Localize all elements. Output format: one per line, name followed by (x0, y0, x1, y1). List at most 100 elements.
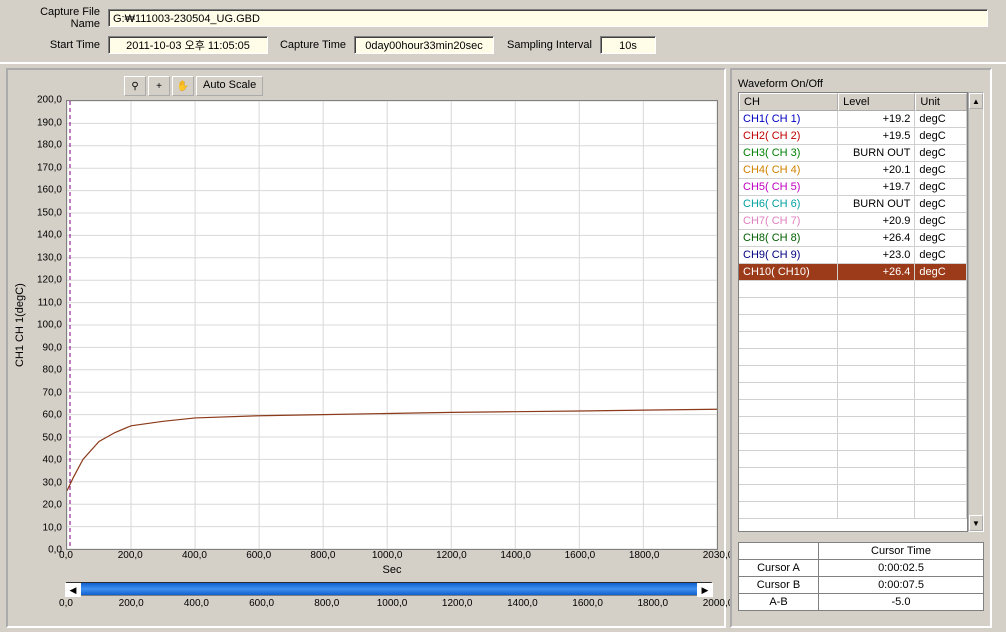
waveform-row[interactable]: CH3( CH 3)BURN OUTdegC (739, 145, 967, 162)
chart-toolbar: ⚲ + ✋ Auto Scale (124, 76, 718, 96)
plot-area[interactable] (66, 100, 718, 550)
x-tick: 600,0 (246, 550, 271, 561)
waveform-row-empty (739, 332, 967, 349)
y-axis-label: CH1 CH 1(degC) (14, 100, 30, 550)
waveform-row[interactable]: CH2( CH 2)+19.5degC (739, 128, 967, 145)
channel-level: +26.4 (838, 230, 915, 246)
waveform-row[interactable]: CH1( CH 1)+19.2degC (739, 111, 967, 128)
x-axis-label: Sec (66, 564, 718, 576)
capture-file-field[interactable]: G:₩111003-230504_UG.GBD (108, 9, 988, 27)
side-panel: Waveform On/Off CH Level Unit CH1( CH 1)… (730, 68, 992, 628)
channel-level: BURN OUT (838, 196, 915, 212)
channel-level: BURN OUT (838, 145, 915, 161)
waveform-table-wrap: CH Level Unit CH1( CH 1)+19.2degCCH2( CH… (738, 92, 984, 532)
col-level[interactable]: Level (838, 93, 915, 111)
channel-unit: degC (915, 264, 967, 280)
pan-icon: ✋ (177, 81, 189, 92)
x-tick: 400,0 (182, 550, 207, 561)
cursor-label: Cursor A (739, 560, 819, 577)
cursor-header: Cursor Time (819, 543, 984, 560)
x-tick: 1800,0 (629, 550, 660, 561)
channel-unit: degC (915, 162, 967, 178)
slider-right-arrow[interactable]: ▶ (697, 583, 713, 597)
waveform-row[interactable]: CH10( CH10)+26.4degC (739, 264, 967, 281)
time-slider[interactable]: ◀ ▶ (66, 582, 712, 596)
time-row: Start Time 2011-10-03 오후 11:05:05 Captur… (8, 36, 998, 54)
y-tick: 40,0 (43, 455, 62, 466)
zoom-button[interactable]: ⚲ (124, 76, 146, 96)
slider-left-arrow[interactable]: ◀ (65, 583, 81, 597)
y-tick: 30,0 (43, 477, 62, 488)
waveform-row-empty (739, 298, 967, 315)
crosshair-icon: + (156, 81, 162, 92)
waveform-row[interactable]: CH4( CH 4)+20.1degC (739, 162, 967, 179)
y-tick: 110,0 (38, 297, 62, 308)
y-tick: 140,0 (37, 230, 62, 241)
pan-button[interactable]: ✋ (172, 76, 194, 96)
waveform-row[interactable]: CH5( CH 5)+19.7degC (739, 179, 967, 196)
channel-name: CH2( CH 2) (739, 128, 838, 144)
y-tick: 120,0 (37, 275, 62, 286)
crosshair-button[interactable]: + (148, 76, 170, 96)
channel-name: CH4( CH 4) (739, 162, 838, 178)
x-tick: 2030,0 (703, 550, 734, 561)
channel-name: CH3( CH 3) (739, 145, 838, 161)
sampling-field: 10s (600, 36, 656, 54)
y-tick: 90,0 (43, 342, 62, 353)
channel-level: +20.9 (838, 213, 915, 229)
waveform-title: Waveform On/Off (738, 78, 984, 90)
waveform-header: CH Level Unit (739, 93, 967, 111)
slider-tick: 800,0 (314, 598, 339, 609)
waveform-row-empty (739, 383, 967, 400)
slider-tick: 0,0 (59, 598, 73, 609)
slider-tick: 1800,0 (638, 598, 669, 609)
cursor-label: A-B (739, 594, 819, 611)
slider-tick: 2000,0 (703, 598, 734, 609)
main-area: ⚲ + ✋ Auto Scale CH1 CH 1(degC) 0,010,02… (0, 64, 1006, 632)
channel-name: CH5( CH 5) (739, 179, 838, 195)
x-tick: 800,0 (310, 550, 335, 561)
y-tick: 130,0 (37, 252, 62, 263)
waveform-row-empty (739, 451, 967, 468)
waveform-rows: CH1( CH 1)+19.2degCCH2( CH 2)+19.5degCCH… (739, 111, 967, 531)
col-unit[interactable]: Unit (915, 93, 967, 111)
waveform-row[interactable]: CH7( CH 7)+20.9degC (739, 213, 967, 230)
x-tick: 1400,0 (500, 550, 531, 561)
x-tick: 1200,0 (436, 550, 467, 561)
channel-unit: degC (915, 145, 967, 161)
slider-tick: 1400,0 (507, 598, 538, 609)
channel-name: CH9( CH 9) (739, 247, 838, 263)
slider-tick: 1000,0 (377, 598, 408, 609)
channel-level: +19.2 (838, 111, 915, 127)
waveform-row[interactable]: CH9( CH 9)+23.0degC (739, 247, 967, 264)
chart-panel: ⚲ + ✋ Auto Scale CH1 CH 1(degC) 0,010,02… (6, 68, 726, 628)
slider-tick: 200,0 (119, 598, 144, 609)
slider-tick: 1600,0 (572, 598, 603, 609)
header-area: Capture File Name G:₩111003-230504_UG.GB… (0, 0, 1006, 64)
waveform-row[interactable]: CH8( CH 8)+26.4degC (739, 230, 967, 247)
waveform-row-empty (739, 349, 967, 366)
scroll-down-button[interactable]: ▼ (969, 515, 983, 531)
cursor-row: Cursor B0:00:07.5 (739, 577, 984, 594)
y-tick: 20,0 (43, 500, 62, 511)
cursor-value: 0:00:07.5 (819, 577, 984, 594)
autoscale-button[interactable]: Auto Scale (196, 76, 263, 96)
x-ticks: 0,0200,0400,0600,0800,01000,01200,01400,… (66, 550, 718, 564)
waveform-scrollbar[interactable]: ▲ ▼ (968, 92, 984, 532)
x-tick: 1600,0 (565, 550, 596, 561)
start-time-label: Start Time (8, 39, 104, 51)
x-tick: 200,0 (118, 550, 143, 561)
y-tick: 160,0 (37, 185, 62, 196)
file-row: Capture File Name G:₩111003-230504_UG.GB… (8, 6, 998, 30)
waveform-row[interactable]: CH6( CH 6)BURN OUTdegC (739, 196, 967, 213)
channel-name: CH8( CH 8) (739, 230, 838, 246)
waveform-row-empty (739, 468, 967, 485)
y-ticks: 0,010,020,030,040,050,060,070,080,090,01… (30, 100, 66, 550)
cursor-table: Cursor Time Cursor A0:00:02.5Cursor B0:0… (738, 542, 984, 611)
cursor-value: -5.0 (819, 594, 984, 611)
zoom-icon: ⚲ (131, 81, 138, 92)
channel-unit: degC (915, 247, 967, 263)
scroll-up-button[interactable]: ▲ (969, 93, 983, 109)
col-ch[interactable]: CH (739, 93, 838, 111)
waveform-row-empty (739, 400, 967, 417)
